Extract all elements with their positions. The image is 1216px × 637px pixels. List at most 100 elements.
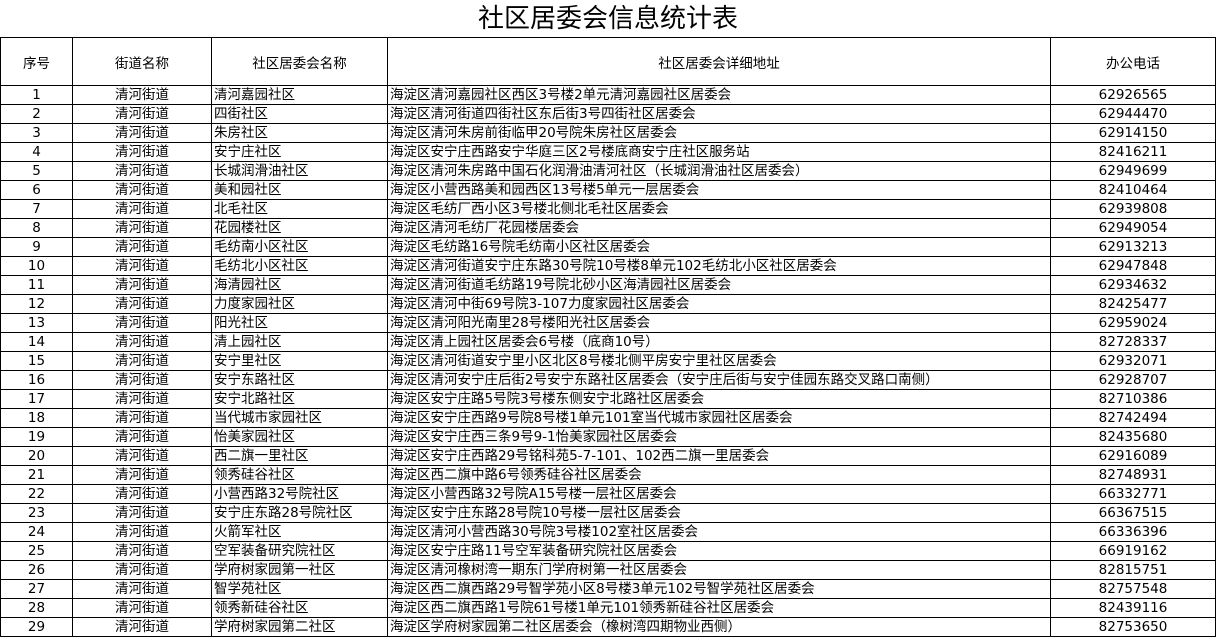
address-cell[interactable]: 海淀区清河朱房路中国石化润滑油清河社区（长城润滑油社区居委会） (387, 161, 1051, 181)
street-cell[interactable]: 清河街道 (72, 503, 212, 523)
phone-cell[interactable]: 82410464 (1050, 180, 1216, 200)
index-cell[interactable]: 17 (0, 389, 73, 409)
index-cell[interactable]: 19 (0, 427, 73, 447)
index-cell[interactable]: 24 (0, 522, 73, 542)
community-name-cell[interactable]: 花园楼社区 (211, 218, 388, 238)
street-cell[interactable]: 清河街道 (72, 579, 212, 599)
address-cell[interactable]: 海淀区毛纺路16号院毛纺南小区社区居委会 (387, 237, 1051, 257)
street-cell[interactable]: 清河街道 (72, 484, 212, 504)
phone-cell[interactable]: 62934632 (1050, 275, 1216, 295)
address-cell[interactable]: 海淀区清河安宁庄后街2号安宁东路社区居委会（安宁庄后街与安宁佳园东路交叉路口南侧… (387, 370, 1051, 390)
street-cell[interactable]: 清河街道 (72, 123, 212, 143)
index-cell[interactable]: 28 (0, 598, 73, 618)
index-cell[interactable]: 16 (0, 370, 73, 390)
phone-cell[interactable]: 82416211 (1050, 142, 1216, 162)
street-cell[interactable]: 清河街道 (72, 256, 212, 276)
community-name-cell[interactable]: 智学苑社区 (211, 579, 388, 599)
community-name-cell[interactable]: 长城润滑油社区 (211, 161, 388, 181)
phone-cell[interactable]: 82815751 (1050, 560, 1216, 580)
phone-cell[interactable]: 66919162 (1050, 541, 1216, 561)
street-cell[interactable]: 清河街道 (72, 465, 212, 485)
community-name-cell[interactable]: 小营西路32号院社区 (211, 484, 388, 504)
index-cell[interactable]: 18 (0, 408, 73, 428)
street-cell[interactable]: 清河街道 (72, 389, 212, 409)
index-cell[interactable]: 22 (0, 484, 73, 504)
index-cell[interactable]: 20 (0, 446, 73, 466)
phone-cell[interactable]: 62926565 (1050, 85, 1216, 105)
phone-cell[interactable]: 62949699 (1050, 161, 1216, 181)
address-cell[interactable]: 海淀区清河街道毛纺路19号院北砂小区海清园社区居委会 (387, 275, 1051, 295)
community-name-cell[interactable]: 美和园社区 (211, 180, 388, 200)
index-cell[interactable]: 12 (0, 294, 73, 314)
community-name-cell[interactable]: 火箭军社区 (211, 522, 388, 542)
community-name-cell[interactable]: 西二旗一里社区 (211, 446, 388, 466)
community-name-cell[interactable]: 安宁里社区 (211, 351, 388, 371)
street-cell[interactable]: 清河街道 (72, 85, 212, 105)
community-name-cell[interactable]: 安宁北路社区 (211, 389, 388, 409)
header-address[interactable]: 社区居委会详细地址 (387, 37, 1051, 86)
community-name-cell[interactable]: 力度家园社区 (211, 294, 388, 314)
community-name-cell[interactable]: 阳光社区 (211, 313, 388, 333)
phone-cell[interactable]: 62939808 (1050, 199, 1216, 219)
phone-cell[interactable]: 82753650 (1050, 617, 1216, 637)
street-cell[interactable]: 清河街道 (72, 560, 212, 580)
index-cell[interactable]: 4 (0, 142, 73, 162)
street-cell[interactable]: 清河街道 (72, 522, 212, 542)
phone-cell[interactable]: 62916089 (1050, 446, 1216, 466)
community-name-cell[interactable]: 安宁东路社区 (211, 370, 388, 390)
index-cell[interactable]: 26 (0, 560, 73, 580)
community-name-cell[interactable]: 领秀新硅谷社区 (211, 598, 388, 618)
header-street[interactable]: 街道名称 (72, 37, 212, 86)
address-cell[interactable]: 海淀区清河小营西路30号院3号楼102室社区居委会 (387, 522, 1051, 542)
community-name-cell[interactable]: 怡美家园社区 (211, 427, 388, 447)
index-cell[interactable]: 14 (0, 332, 73, 352)
street-cell[interactable]: 清河街道 (72, 161, 212, 181)
address-cell[interactable]: 海淀区安宁庄路5号院3号楼东侧安宁北路社区居委会 (387, 389, 1051, 409)
address-cell[interactable]: 海淀区小营西路32号院A15号楼一层社区居委会 (387, 484, 1051, 504)
address-cell[interactable]: 海淀区安宁庄路11号空军装备研究院社区居委会 (387, 541, 1051, 561)
index-cell[interactable]: 15 (0, 351, 73, 371)
street-cell[interactable]: 清河街道 (72, 617, 212, 637)
phone-cell[interactable]: 62949054 (1050, 218, 1216, 238)
community-name-cell[interactable]: 学府树家园第一社区 (211, 560, 388, 580)
community-name-cell[interactable]: 领秀硅谷社区 (211, 465, 388, 485)
address-cell[interactable]: 海淀区安宁庄西路安宁华庭三区2号楼底商安宁庄社区服务站 (387, 142, 1051, 162)
header-community-name[interactable]: 社区居委会名称 (211, 37, 388, 86)
community-name-cell[interactable]: 清河嘉园社区 (211, 85, 388, 105)
address-cell[interactable]: 海淀区安宁庄东路28号院10号楼一层社区居委会 (387, 503, 1051, 523)
street-cell[interactable]: 清河街道 (72, 408, 212, 428)
index-cell[interactable]: 21 (0, 465, 73, 485)
index-cell[interactable]: 23 (0, 503, 73, 523)
index-cell[interactable]: 2 (0, 104, 73, 124)
index-cell[interactable]: 29 (0, 617, 73, 637)
phone-cell[interactable]: 82710386 (1050, 389, 1216, 409)
index-cell[interactable]: 25 (0, 541, 73, 561)
phone-cell[interactable]: 82425477 (1050, 294, 1216, 314)
street-cell[interactable]: 清河街道 (72, 218, 212, 238)
street-cell[interactable]: 清河街道 (72, 104, 212, 124)
address-cell[interactable]: 海淀区清河阳光南里28号楼阳光社区居委会 (387, 313, 1051, 333)
address-cell[interactable]: 海淀区清河朱房前街临甲20号院朱房社区居委会 (387, 123, 1051, 143)
address-cell[interactable]: 海淀区学府树家园第二社区居委会（橡树湾四期物业西侧） (387, 617, 1051, 637)
community-name-cell[interactable]: 四街社区 (211, 104, 388, 124)
street-cell[interactable]: 清河街道 (72, 142, 212, 162)
phone-cell[interactable]: 66332771 (1050, 484, 1216, 504)
street-cell[interactable]: 清河街道 (72, 199, 212, 219)
street-cell[interactable]: 清河街道 (72, 294, 212, 314)
street-cell[interactable]: 清河街道 (72, 598, 212, 618)
phone-cell[interactable]: 62913213 (1050, 237, 1216, 257)
phone-cell[interactable]: 82728337 (1050, 332, 1216, 352)
address-cell[interactable]: 海淀区安宁庄西三条9号9-1怡美家园社区居委会 (387, 427, 1051, 447)
phone-cell[interactable]: 82742494 (1050, 408, 1216, 428)
index-cell[interactable]: 1 (0, 85, 73, 105)
street-cell[interactable]: 清河街道 (72, 275, 212, 295)
community-name-cell[interactable]: 空军装备研究院社区 (211, 541, 388, 561)
index-cell[interactable]: 9 (0, 237, 73, 257)
community-name-cell[interactable]: 海清园社区 (211, 275, 388, 295)
index-cell[interactable]: 3 (0, 123, 73, 143)
phone-cell[interactable]: 62947848 (1050, 256, 1216, 276)
phone-cell[interactable]: 82748931 (1050, 465, 1216, 485)
community-name-cell[interactable]: 安宁庄社区 (211, 142, 388, 162)
address-cell[interactable]: 海淀区毛纺厂西小区3号楼北侧北毛社区居委会 (387, 199, 1051, 219)
street-cell[interactable]: 清河街道 (72, 351, 212, 371)
